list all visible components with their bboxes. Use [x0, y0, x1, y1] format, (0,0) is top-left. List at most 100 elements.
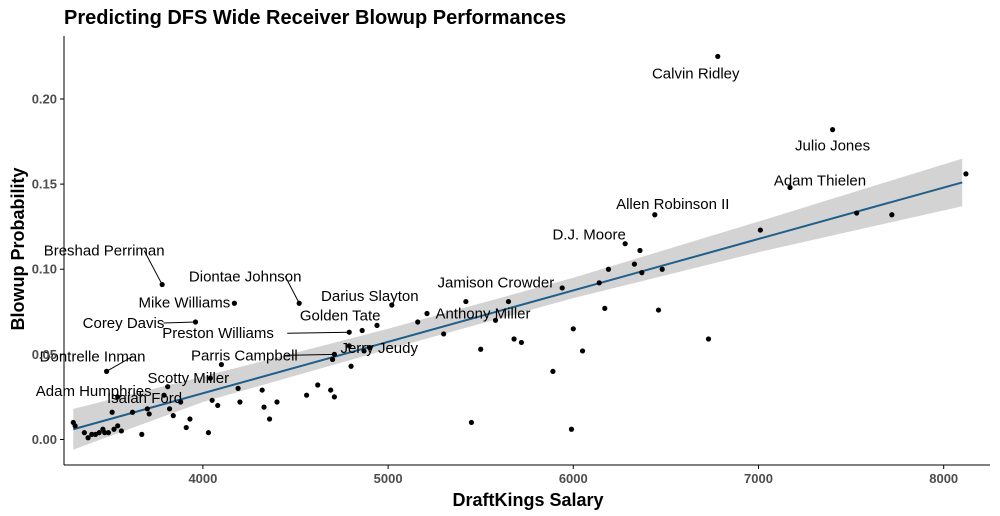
data-point — [415, 319, 421, 325]
y-tick-label: 0.00 — [32, 432, 57, 447]
x-tick-label: 7000 — [744, 471, 773, 486]
labeled-data-point — [129, 409, 136, 415]
point-labels-layer: Calvin Ridley Julio Jones Adam Thielen Alle… — [36, 65, 870, 407]
point-label: Dontrelle Inman — [40, 348, 146, 365]
confidence-band-layer — [73, 158, 963, 450]
data-point — [170, 413, 176, 419]
labeled-data-point — [296, 300, 302, 306]
data-point — [963, 171, 969, 177]
data-point — [328, 387, 334, 393]
data-point — [261, 404, 267, 410]
point-label: Adam Thielen — [774, 173, 866, 190]
data-point — [304, 392, 310, 398]
data-point — [187, 416, 193, 422]
x-tick-label: 4000 — [188, 471, 217, 486]
data-point — [705, 336, 712, 342]
x-axis-title: DraftKings Salary — [452, 490, 603, 510]
data-point — [81, 430, 87, 436]
data-point — [215, 402, 221, 409]
data-point — [183, 424, 189, 431]
data-point — [659, 266, 665, 272]
point-label: Breshad Perriman — [44, 243, 165, 260]
data-point — [441, 331, 447, 337]
labeled-data-point — [115, 394, 121, 400]
labeled-data-point — [231, 300, 237, 306]
data-point — [205, 430, 212, 436]
trend-line — [72, 181, 963, 431]
data-point — [315, 382, 321, 388]
confidence-band — [73, 158, 963, 450]
data-point — [631, 261, 638, 267]
labeled-data-point — [715, 53, 721, 60]
data-point — [178, 399, 184, 405]
data-point — [568, 426, 575, 432]
labeled-data-point — [359, 327, 365, 334]
data-point — [492, 317, 499, 323]
data-points-layer — [70, 53, 969, 441]
data-point — [596, 280, 602, 286]
data-point — [144, 406, 150, 412]
data-point — [165, 384, 171, 390]
data-point — [559, 285, 565, 291]
data-point — [478, 346, 484, 352]
data-point — [505, 298, 512, 305]
data-point — [118, 428, 125, 434]
point-label: Allen Robinson II — [616, 196, 729, 213]
y-axis-title: Blowup Probability — [8, 167, 28, 330]
data-point — [366, 344, 373, 351]
point-label: Preston Williams — [162, 325, 274, 342]
data-point — [348, 363, 354, 369]
data-point — [655, 307, 662, 313]
x-tick-label: 5000 — [374, 471, 403, 486]
labeled-data-point — [346, 343, 352, 349]
y-tick-label: 0.20 — [32, 91, 57, 106]
data-point — [166, 406, 173, 412]
y-tick-label: 0.15 — [32, 177, 57, 192]
label-leader-line — [284, 276, 300, 304]
data-point — [579, 348, 586, 354]
labeled-data-point — [424, 310, 430, 317]
point-label: Mike Williams — [139, 294, 231, 311]
chart-title: Predicting DFS Wide Receiver Blowup Perf… — [64, 7, 566, 29]
data-point — [115, 423, 121, 429]
data-point — [602, 305, 608, 311]
data-point — [854, 210, 860, 216]
point-label: Diontae Johnson — [189, 268, 302, 285]
labeled-data-point — [389, 302, 395, 308]
point-label: Corey Davis — [83, 315, 165, 332]
data-point — [111, 426, 117, 432]
data-point — [468, 419, 475, 426]
point-label: Jerry Jeudy — [340, 340, 418, 357]
data-point — [374, 322, 380, 329]
data-point — [146, 411, 152, 417]
data-point — [331, 394, 337, 400]
point-label: Parris Campbell — [191, 347, 298, 364]
data-point — [259, 387, 265, 393]
data-point — [511, 336, 517, 342]
data-point — [72, 423, 78, 429]
data-point — [518, 339, 525, 346]
data-point — [757, 227, 763, 233]
data-point — [89, 431, 95, 437]
labeled-data-point — [331, 351, 337, 357]
data-point — [570, 326, 576, 332]
data-point — [109, 409, 115, 415]
data-point — [161, 392, 167, 398]
data-point — [102, 430, 108, 436]
label-leader-line — [287, 331, 350, 334]
point-label: Scotty Miller — [147, 370, 229, 387]
labeled-data-point — [192, 319, 199, 325]
y-tick-label: 0.10 — [32, 262, 57, 277]
data-point — [237, 399, 243, 405]
point-label: Julio Jones — [795, 138, 870, 155]
data-point — [639, 270, 645, 276]
labeled-data-point — [346, 329, 352, 335]
labeled-data-point — [622, 241, 628, 247]
data-point — [235, 385, 241, 391]
data-point — [637, 247, 643, 254]
y-tick-label: 0.05 — [32, 347, 57, 362]
x-axis-ticks: 4000 5000 6000 7000 8000 — [188, 465, 958, 486]
data-point — [218, 361, 225, 368]
data-point — [105, 430, 112, 436]
label-leader-line — [163, 321, 196, 324]
